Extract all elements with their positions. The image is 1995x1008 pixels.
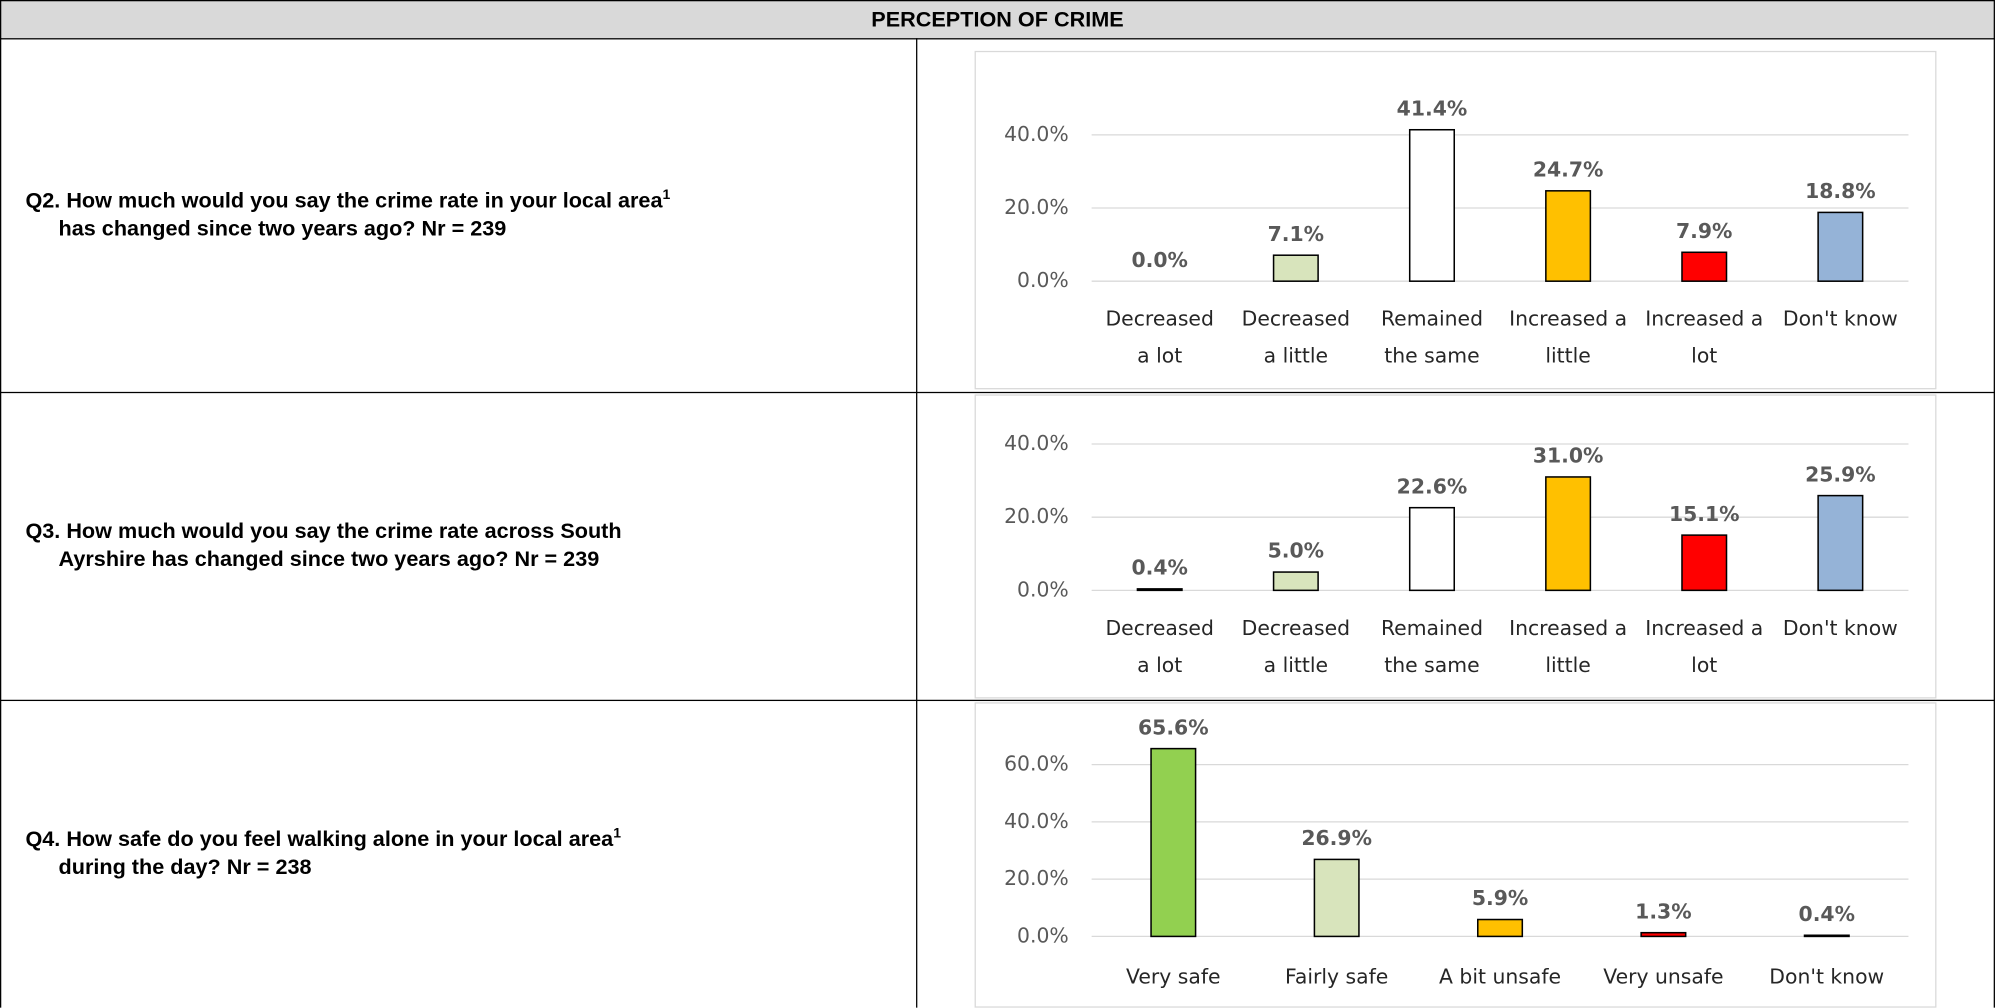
table-border — [0, 38, 2, 1008]
y-tick-label: 0.0% — [1017, 923, 1069, 947]
bar — [1408, 506, 1456, 592]
question: Q3. How much would you say the crime rat… — [25, 518, 903, 574]
x-tick-label: Very safe — [1126, 964, 1221, 989]
y-tick-label: 0.0% — [1017, 268, 1069, 292]
y-tick-label: 20.0% — [1004, 866, 1069, 890]
x-tick-label: Decreased a little — [1241, 615, 1351, 677]
x-tick-label: Increased a little — [1509, 615, 1628, 677]
x-tick-label: Increased a lot — [1645, 306, 1764, 368]
table-border — [1993, 38, 1995, 1008]
x-tick-label: Increased a lot — [1645, 615, 1764, 677]
row-divider — [0, 699, 1995, 702]
row-divider — [0, 391, 1995, 394]
y-tick-label: 20.0% — [1004, 504, 1069, 528]
table-header: PERCEPTION OF CRIME — [0, 0, 1995, 40]
data-label: 18.8% — [1805, 179, 1876, 203]
data-label: 15.1% — [1669, 502, 1740, 526]
x-tick-label: Don't know — [1782, 615, 1898, 640]
y-tick-label: 20.0% — [1004, 195, 1069, 219]
data-label: 65.6% — [1138, 715, 1209, 739]
data-label: 0.4% — [1131, 556, 1187, 580]
bar — [1817, 211, 1864, 282]
data-label: 24.7% — [1533, 157, 1604, 181]
bar — [1803, 934, 1850, 938]
question-line: has changed since two years ago? Nr = 23… — [58, 216, 507, 241]
bar — [1313, 858, 1360, 938]
x-tick-label: Decreased a lot — [1105, 615, 1214, 677]
x-tick-label: Increased a little — [1509, 306, 1628, 368]
data-label: 31.0% — [1533, 444, 1604, 468]
x-tick-label: Decreased a little — [1241, 306, 1351, 368]
bar — [1150, 747, 1197, 938]
data-label: 25.9% — [1805, 462, 1876, 486]
bar — [1545, 190, 1592, 282]
question-line: Q4. How safe do you feel walking alone i… — [25, 826, 614, 852]
data-label: 0.0% — [1131, 248, 1187, 272]
question: Q4. How safe do you feel walking alone i… — [25, 826, 903, 882]
x-tick-label: Remained the same — [1380, 306, 1484, 368]
data-label: 41.4% — [1397, 96, 1468, 120]
bar — [1681, 251, 1728, 282]
column-divider — [916, 38, 918, 1008]
superscript: 1 — [613, 826, 622, 842]
question-line: during the day? Nr = 238 — [58, 854, 312, 880]
x-tick-label: Remained the same — [1380, 615, 1484, 677]
question-line: Q3. How much would you say the crime rat… — [25, 519, 622, 544]
question: Q2. How much would you say the crime rat… — [25, 187, 903, 243]
bar — [1272, 571, 1319, 592]
data-label: 7.1% — [1268, 222, 1324, 246]
bar — [1136, 588, 1183, 592]
chart-frame — [974, 50, 1937, 390]
bar — [1545, 476, 1592, 592]
bar — [1272, 254, 1319, 282]
question-line: Ayrshire has changed since two years ago… — [58, 547, 600, 572]
data-label: 5.0% — [1268, 539, 1324, 563]
y-tick-label: 40.0% — [1004, 431, 1069, 455]
x-tick-label: Don't know — [1782, 306, 1898, 331]
bar — [1817, 494, 1864, 592]
data-label: 1.3% — [1635, 899, 1691, 923]
x-tick-label: Don't know — [1769, 964, 1885, 989]
data-label: 7.9% — [1676, 219, 1732, 243]
y-tick-label: 0.0% — [1017, 577, 1069, 601]
x-tick-label: A bit unsafe — [1439, 964, 1562, 989]
data-label: 0.4% — [1799, 902, 1855, 926]
x-tick-label: Decreased a lot — [1105, 306, 1214, 368]
question-line: Q2. How much would you say the crime rat… — [25, 188, 663, 213]
chart-frame — [974, 394, 1937, 699]
x-tick-label: Fairly safe — [1285, 964, 1389, 989]
bar — [1681, 534, 1728, 592]
y-tick-label: 40.0% — [1004, 122, 1069, 146]
data-label: 22.6% — [1397, 474, 1468, 498]
bar — [1477, 918, 1524, 938]
bar — [1640, 931, 1687, 938]
data-label: 5.9% — [1472, 886, 1528, 910]
superscript: 1 — [662, 187, 671, 203]
y-tick-label: 40.0% — [1004, 809, 1069, 833]
bar — [1408, 128, 1456, 282]
x-tick-label: Very unsafe — [1603, 964, 1724, 989]
y-tick-label: 60.0% — [1004, 752, 1069, 776]
data-label: 26.9% — [1301, 826, 1372, 850]
